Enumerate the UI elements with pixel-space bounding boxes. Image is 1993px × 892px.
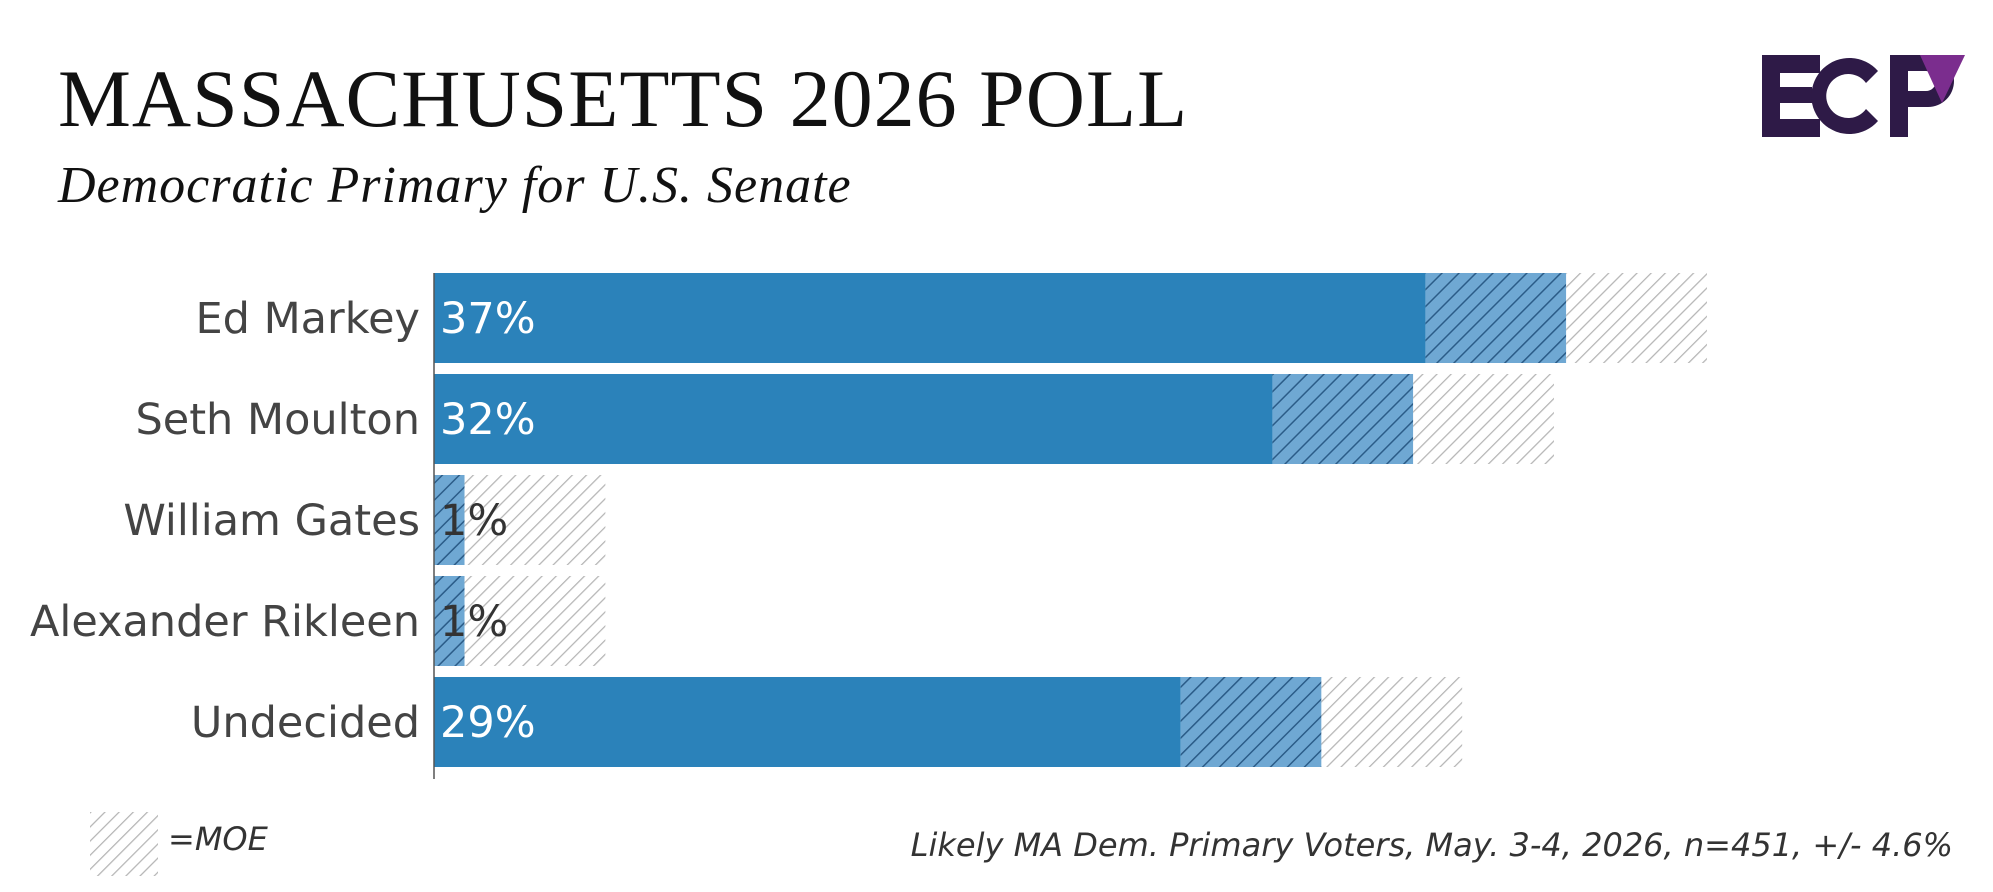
category-label: Ed Markey [195, 294, 420, 344]
value-label: 32% [440, 395, 536, 445]
bar-moe-outer [1566, 273, 1707, 363]
moe-legend-swatch [90, 812, 158, 876]
moe-legend-label: =MOE [168, 820, 268, 858]
bar-moe-inner [434, 475, 465, 565]
source-note: Likely MA Dem. Primary Voters, May. 3-4,… [910, 826, 1953, 864]
bar-moe-outer [464, 576, 606, 666]
bars-layer [434, 273, 1707, 767]
value-label: 1% [440, 496, 508, 546]
bar-moe-inner [1180, 677, 1322, 767]
bar-solid [434, 374, 1273, 464]
category-label: Undecided [191, 698, 420, 748]
bar-moe-inner [1272, 374, 1414, 464]
bar-moe-outer [1321, 677, 1463, 767]
chart-subtitle: Democratic Primary for U.S. Senate [58, 157, 852, 214]
bar-solid [434, 273, 1426, 363]
category-label: William Gates [123, 496, 420, 546]
category-label: Alexander Rikleen [30, 597, 420, 647]
value-label: 37% [440, 294, 536, 344]
category-label: Seth Moulton [135, 395, 420, 445]
value-label: 29% [440, 698, 536, 748]
bar-solid [434, 677, 1181, 767]
labels-layer: Ed Markey 37% Seth Moulton 32% William Gates… [30, 294, 536, 748]
ecp-logo [1762, 55, 1965, 137]
bar-moe-outer [1413, 374, 1554, 464]
bar-moe-inner [434, 576, 465, 666]
bar-moe-outer [464, 475, 606, 565]
value-label: 1% [440, 597, 508, 647]
bar-moe-inner [1425, 273, 1567, 363]
chart-title: MASSACHUSETTS 2026 POLL [58, 53, 1189, 144]
